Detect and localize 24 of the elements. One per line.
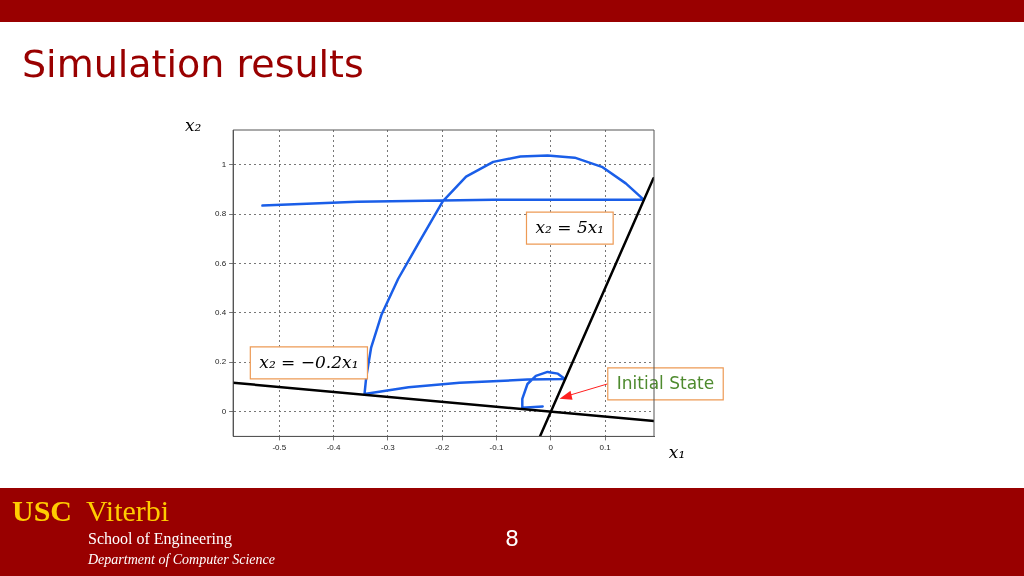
annotation: x₂ = −0.2x₁ <box>259 352 359 373</box>
text: 8 <box>505 526 519 551</box>
x-tick-label: 0.1 <box>599 443 612 453</box>
x-axis-title: x₁ <box>668 441 686 462</box>
y-tick-label: 0.4 <box>215 308 227 318</box>
text: Department of Computer Science <box>88 552 276 568</box>
x-tick-label: 0 <box>548 443 554 453</box>
text: USC <box>12 494 73 528</box>
x-tick-label: -0.1 <box>489 443 504 453</box>
x-tick-label: -0.5 <box>272 443 287 453</box>
y-tick-label: 1 <box>221 159 227 169</box>
chart-title: Simulation results <box>22 42 364 86</box>
annotation: Initial State <box>616 373 715 394</box>
annotation: x₂ = 5x₁ <box>535 217 605 238</box>
y-tick-label: 0 <box>221 406 227 416</box>
y-tick-label: 0.8 <box>215 209 227 219</box>
x-tick-label: -0.3 <box>381 443 396 453</box>
y-tick-label: 0.6 <box>215 258 227 268</box>
x-tick-label: -0.2 <box>435 443 450 453</box>
text: School of Engineering <box>88 530 232 548</box>
x-tick-label: -0.4 <box>326 443 342 453</box>
y-axis-title: x₂ <box>184 115 202 136</box>
y-tick-label: 0.2 <box>215 357 227 367</box>
text: Viterbi <box>86 494 170 528</box>
